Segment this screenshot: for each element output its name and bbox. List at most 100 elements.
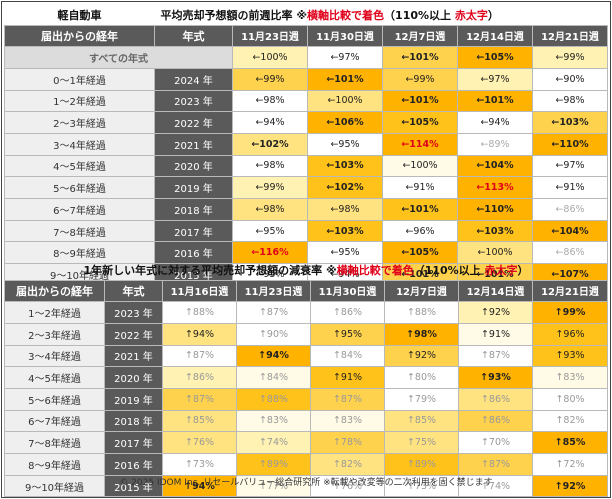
ratio-cell: ←97% [457,67,533,91]
decay-cell: ↑90% [236,322,311,346]
ratio-cell: ←105% [382,241,458,265]
ratio-cell: ←105% [382,111,458,134]
year-cell: 2021 年 [154,132,233,156]
ratio-cell: ←99% [232,67,308,91]
decay-cell: ↑93% [458,366,533,389]
age-cell: 6～7年経過 [4,409,105,433]
ratio-cell: ←105% [457,46,533,69]
ratio-cell: ←95% [232,219,308,243]
decay-cell: ↑86% [310,301,385,324]
decay-cell: ↑98% [384,322,459,346]
decay-cell: ↑88% [236,387,311,411]
decay-cell: ↑82% [531,409,609,433]
year-cell: 2024 年 [154,67,233,91]
ratio-cell: ←110% [457,198,533,221]
age-cell: 1～2年経過 [4,301,105,324]
ratio-cell: ←100% [382,154,458,178]
ratio-cell: ←98% [307,198,383,221]
decay-cell: ↑91% [458,322,533,346]
decay-cell: ↑85% [162,409,237,433]
age-cell: 7～8年経過 [4,431,105,454]
decay-cell: ↑80% [384,366,459,389]
age-cell: 5～6年経過 [4,176,155,199]
col-header-week: 12月14日週 [458,279,533,303]
ratio-cell: ←113% [457,176,533,199]
decay-rate-table: 1年新しい年式に対する平均売却予想額の減衰率 ※横軸比較で着色（110%以上 赤… [4,260,609,498]
all-years-label: すべての年式 [4,46,233,69]
table-row: 8～9年経過 2016 年 ←116% ←95% ←105% ←100% ←86… [4,241,609,265]
decay-cell: ↑75% [384,431,459,454]
decay-cell: ↑92% [458,301,533,324]
age-cell: 8～9年経過 [4,241,155,265]
ratio-cell: ←103% [307,154,383,178]
table-row: 0～1年経過 2024 年 ←99% ←101% ←99% ←97% ←90% [4,67,609,91]
ratio-cell: ←101% [382,89,458,113]
table-row: 3～4年経過 2021 年 ↑87% ↑94% ↑84% ↑92% ↑87% ↑… [4,344,609,368]
decay-cell: ↑89% [236,453,311,476]
table-row: 4～5年経過 2020 年 ←98% ←103% ←100% ←104% ←97… [4,154,609,178]
decay-cell: ↑70% [458,431,533,454]
age-cell: 7～8年経過 [4,219,155,243]
col-header-age: 届出からの経年 [4,24,155,48]
col-header-week: 12月7日週 [382,24,458,48]
col-header-age: 届出からの経年 [4,279,105,303]
year-cell: 2019 年 [104,387,163,411]
ratio-cell: ←101% [457,89,533,113]
ratio-cell: ←102% [307,176,383,199]
decay-cell: ↑72% [531,453,609,476]
table2-title: 1年新しい年式に対する平均売却予想額の減衰率 ※横軸比較で着色（110%以上 赤… [83,263,529,277]
ratio-cell: ←98% [531,89,609,113]
age-cell: 4～5年経過 [4,366,105,389]
ratio-cell: ←99% [232,176,308,199]
col-header-week: 11月30日週 [307,24,383,48]
decay-cell: ↑94% [162,322,237,346]
table-row: 5～6年経過 2019 年 ↑87% ↑88% ↑87% ↑79% ↑86% ↑… [4,387,609,411]
decay-cell: ↑91% [310,366,385,389]
decay-cell: ↑79% [384,387,459,411]
ratio-cell: ←104% [457,154,533,178]
copyright-footer: © 2025 IDOM Inc. リセールバリュー総合研究所 ※転載や改変等の二… [119,478,493,488]
ratio-cell: ←104% [531,219,609,243]
decay-cell: ↑88% [384,301,459,324]
table-row: 1～2年経過 2023 年 ←98% ←100% ←101% ←101% ←98… [4,89,609,113]
col-header-week: 12月21日週 [531,279,609,303]
ratio-cell: ←98% [232,198,308,221]
col-header-week: 11月16日週 [162,279,237,303]
decay-cell: ↑86% [458,409,533,433]
ratio-cell: ←95% [307,132,383,156]
ratio-cell: ←90% [531,67,609,91]
ratio-cell: ←106% [307,111,383,134]
age-cell: 5～6年経過 [4,387,105,411]
age-cell: 2～3年経過 [4,111,155,134]
ratio-cell: ←97% [307,46,383,69]
ratio-cell: ←101% [382,198,458,221]
ratio-cell: ←100% [457,241,533,265]
decay-cell: ↑99% [531,301,609,324]
year-cell: 2016 年 [104,453,163,476]
year-cell: 2017 年 [154,219,233,243]
decay-cell: ↑93% [531,344,609,368]
ratio-cell: ←103% [307,219,383,243]
table-row: 5～6年経過 2019 年 ←99% ←102% ←91% ←113% ←91% [4,176,609,199]
decay-cell: ↑84% [236,366,311,389]
year-cell: 2021 年 [104,344,163,368]
year-cell: 2023 年 [104,301,163,324]
weekly-ratio-table: 軽自動車 平均売却予想額の前週比率 ※横軸比較で着色（110%以上 赤太字） 届… [4,5,609,286]
year-cell: 2022 年 [104,322,163,346]
table-row: 6～7年経過 2018 年 ←98% ←98% ←101% ←110% ←86% [4,198,609,221]
ratio-cell: ←94% [232,111,308,134]
category-label: 軽自動車 [57,8,102,22]
decay-cell: ↑88% [162,301,237,324]
table-row: 2～3年経過 2022 年 ←94% ←106% ←105% ←94% ←103… [4,111,609,134]
col-header-week: 12月14日週 [457,24,533,48]
table-row: 4～5年経過 2020 年 ↑86% ↑84% ↑91% ↑80% ↑93% ↑… [4,366,609,389]
ratio-cell: ←102% [232,132,308,156]
decay-cell: ↑83% [310,409,385,433]
decay-cell: ↑86% [458,387,533,411]
decay-cell: ↑82% [310,453,385,476]
ratio-cell: ←114% [382,132,458,156]
decay-cell: ↑74% [236,431,311,454]
decay-cell: ↑74% [458,474,533,498]
year-cell: 2018 年 [104,409,163,433]
decay-cell: ↑87% [310,387,385,411]
